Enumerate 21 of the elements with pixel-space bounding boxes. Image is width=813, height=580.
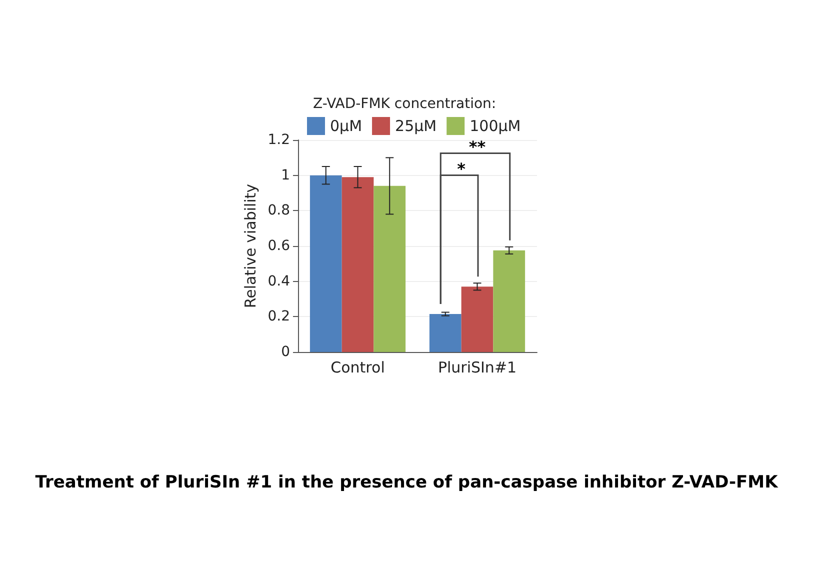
annotation: * [457,160,466,178]
y-tick-label: 0.6 [268,238,290,254]
legend-label: 0µM [330,117,362,135]
y-tick-label: 0.4 [268,273,290,290]
y-tick-label: 0.8 [268,202,290,219]
bar [310,175,342,352]
legend-label: 25µM [395,117,437,135]
y-axis-title: Relative viability [242,184,260,308]
bar [374,186,406,352]
bar [342,177,374,352]
legend-label: 100µM [470,117,521,135]
legend-title: Z-VAD-FMK concentration: [313,96,496,112]
y-tick-label: 0 [281,344,290,360]
y-tick-label: 1 [281,167,290,184]
text: Treatment of PluriSIn #1 in the presence of pan-caspase inhibitor Z-VAD-FMK [35,472,779,492]
bar [429,314,462,352]
y-tick-label: 0.2 [268,308,290,325]
annotation: ** [468,138,486,156]
x-tick-label: PluriSIn#1 [438,358,517,376]
x-tick-label: Control [330,358,385,376]
y-tick-label: 1.2 [268,132,290,148]
